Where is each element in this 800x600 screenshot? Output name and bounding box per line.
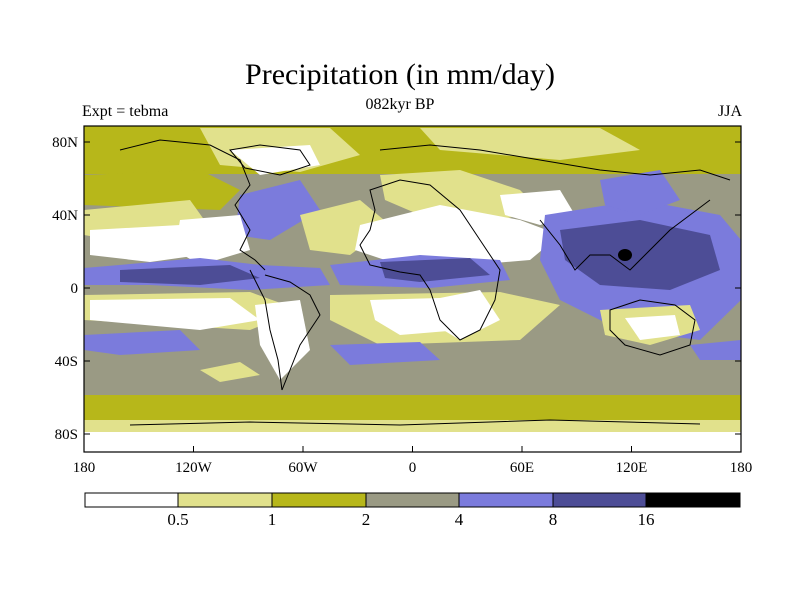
- sahara-dry: [355, 205, 560, 265]
- x-tick-180e: 180: [730, 460, 753, 476]
- north-america-coast: [119, 139, 266, 271]
- colorbar-frame: [84, 492, 741, 508]
- x-tick-marks: [83, 446, 742, 452]
- x-tick-60w: 60W: [288, 460, 318, 476]
- monsoon-peak: [618, 249, 632, 261]
- colorbar-label-2: 2: [362, 510, 371, 529]
- southern-wet-2: [330, 342, 440, 365]
- y-tick-marks: [84, 141, 741, 435]
- season-label: JJA: [717, 103, 742, 120]
- southern-dry-patch: [200, 362, 260, 382]
- y-tick-labels: 80N 40N 0 40S 80S: [52, 135, 78, 443]
- monsoon-core: [560, 220, 720, 290]
- colorbar-swatch-5: [553, 493, 646, 507]
- colorbar-swatch-1: [178, 493, 272, 507]
- y-tick-80s: 80S: [55, 427, 78, 443]
- greenland-coast: [229, 144, 311, 176]
- colorbar-label-8: 8: [549, 510, 558, 529]
- south-america-coast: [264, 274, 321, 391]
- eurasia-north-coast: [379, 144, 731, 181]
- greenland-dry: [230, 145, 320, 175]
- colorbar-swatch-2: [272, 493, 366, 507]
- x-tick-120e: 120E: [616, 460, 648, 476]
- colorbar-label-16: 16: [638, 510, 655, 529]
- npac-band: [84, 170, 240, 210]
- colorbar-swatch-4: [459, 493, 553, 507]
- coastlines: [119, 139, 731, 426]
- colorbar-label-0.5: 0.5: [167, 510, 188, 529]
- y-tick-40s: 40S: [55, 354, 78, 370]
- arctic-band: [84, 126, 741, 174]
- map-title: Precipitation (in mm/day): [245, 58, 555, 91]
- x-tick-0: 0: [409, 460, 417, 476]
- eurasia-dry: [380, 170, 540, 220]
- spac-very-dry: [90, 298, 260, 330]
- x-tick-labels: 180 120W 60W 0 60E 120E 180: [73, 460, 753, 476]
- colorbar-swatch-0: [85, 493, 178, 507]
- y-tick-80n: 80N: [52, 135, 78, 151]
- antarctica-coast: [129, 419, 701, 426]
- itcz-pacific-core: [120, 265, 260, 285]
- antarctic-very-dry: [84, 432, 741, 452]
- australia-coast: [609, 299, 696, 356]
- south-america-west-coast: [249, 269, 283, 391]
- colorbar-label-4: 4: [455, 510, 464, 529]
- gulfstream-wet: [235, 180, 320, 240]
- colorbar-label-1: 1: [268, 510, 277, 529]
- y-tick-0: 0: [71, 281, 79, 297]
- east-asia-wet: [600, 170, 680, 215]
- colorbar: [84, 492, 741, 508]
- itcz-africa-core: [380, 258, 490, 282]
- southern-wet-3: [690, 340, 741, 360]
- precipitation-field: [84, 126, 741, 452]
- africa-coast: [359, 179, 501, 341]
- colorbar-labels: 0.5 1 2 4 8 16: [167, 510, 654, 529]
- colorbar-swatch-3: [366, 493, 459, 507]
- australia-very-dry: [625, 315, 680, 340]
- npac-very-dry: [90, 225, 200, 262]
- map-subtitle: 082kyr BP: [365, 96, 435, 113]
- southern-wet-1: [84, 330, 200, 355]
- colorbar-swatch-6: [646, 493, 740, 507]
- asia-south-coast: [539, 199, 711, 271]
- y-tick-40n: 40N: [52, 208, 78, 224]
- siberia-patch: [420, 128, 640, 160]
- x-tick-60e: 60E: [510, 460, 534, 476]
- sw-usa-dry: [175, 215, 250, 265]
- experiment-label: Expt = tebma: [82, 103, 169, 120]
- x-tick-180w: 180: [73, 460, 96, 476]
- x-tick-120w: 120W: [175, 460, 213, 476]
